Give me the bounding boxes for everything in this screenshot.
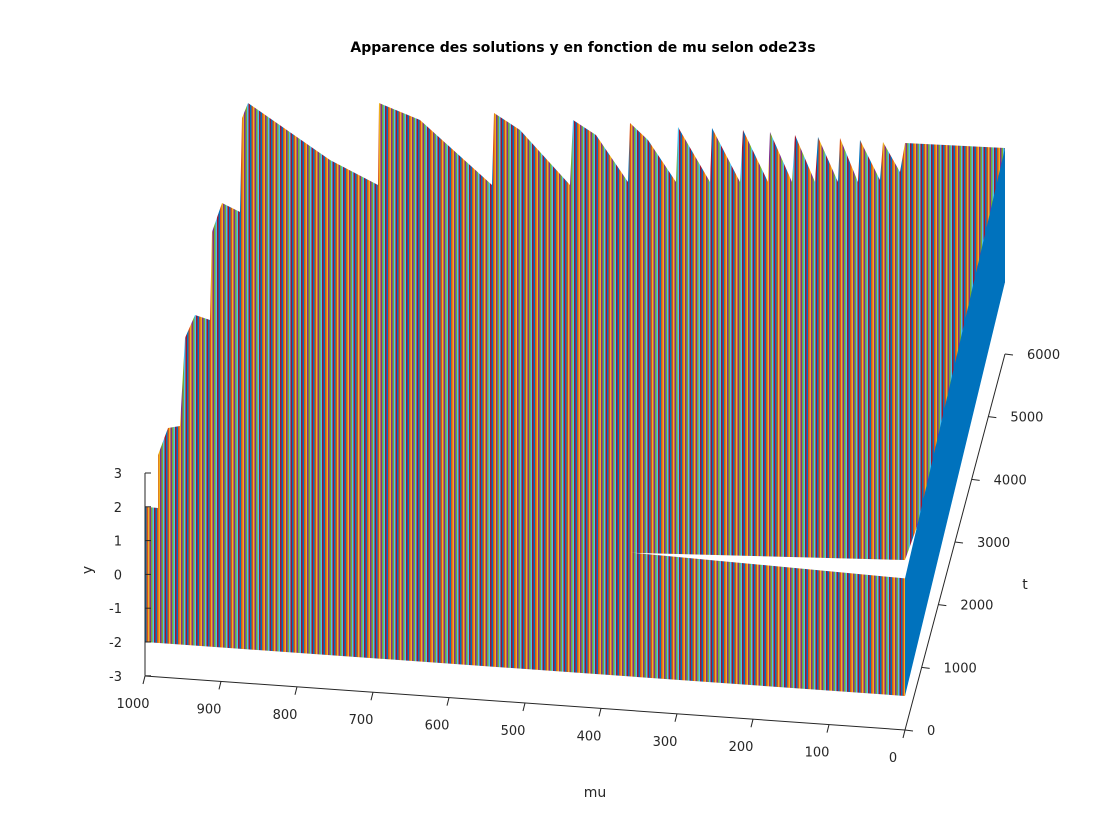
x-tick-label: 200 — [729, 740, 754, 755]
x-tick-mark — [598, 708, 602, 717]
x-tick-mark — [294, 686, 298, 695]
x-tick-mark — [370, 692, 374, 701]
y-tick-label: 0 — [927, 724, 935, 739]
x-tick-label: 600 — [425, 719, 450, 734]
z-tick-label: -1 — [109, 602, 122, 617]
x-axis-label: mu — [584, 785, 607, 801]
x-tick-label: 700 — [349, 713, 374, 728]
surface-side-wall — [905, 148, 1005, 696]
z-axis-label: y — [80, 566, 96, 574]
x-tick-label: 1000 — [116, 697, 149, 712]
z-ticks: -3 -2 -1 0 1 2 3 — [109, 467, 151, 685]
y-tick-label: 3000 — [977, 536, 1010, 551]
surface-top-face — [145, 103, 1005, 560]
y-tick-mark — [988, 416, 997, 419]
x-tick-label: 0 — [889, 751, 897, 766]
x-tick-label: 500 — [501, 724, 526, 739]
x-tick-mark — [218, 681, 222, 690]
solution-surface — [145, 103, 1005, 696]
x-tick-label: 800 — [273, 708, 298, 723]
x-tick-mark — [446, 697, 450, 706]
z-tick-label: 2 — [114, 501, 122, 516]
y-tick-mark — [921, 666, 930, 669]
axes: -3 -2 -1 0 1 2 3 0 100 200 300 400 500 600 700 800 900 1… — [109, 348, 1060, 766]
z-tick-label: -2 — [109, 636, 122, 651]
y-tick-label: 5000 — [1010, 411, 1043, 426]
y-tick-label: 1000 — [944, 661, 977, 676]
z-tick-label: -3 — [109, 670, 122, 685]
x-tick-mark — [826, 724, 830, 733]
z-tick-label: 0 — [114, 568, 122, 583]
x-tick-label: 300 — [653, 735, 678, 750]
x-ticks: 0 100 200 300 400 500 600 700 800 900 1000 — [116, 675, 906, 766]
chart-title: Apparence des solutions y en fonction de… — [350, 40, 815, 56]
x-tick-label: 400 — [577, 729, 602, 744]
y-tick-mark — [1004, 353, 1014, 356]
z-tick-label: 3 — [114, 467, 122, 482]
x-tick-mark — [750, 719, 754, 728]
y-tick-label: 2000 — [960, 599, 993, 614]
y-ticks: 0 1000 2000 3000 4000 5000 6000 — [904, 348, 1060, 739]
x-tick-mark — [902, 729, 906, 739]
y-tick-label: 4000 — [994, 473, 1027, 488]
x-tick-mark — [522, 702, 526, 712]
y-tick-mark — [954, 541, 964, 544]
y-tick-mark — [904, 729, 914, 732]
y-axis-label: t — [1022, 577, 1028, 593]
x-tick-label: 100 — [805, 746, 830, 761]
y-tick-label: 6000 — [1027, 348, 1060, 363]
y-tick-mark — [938, 604, 947, 607]
z-tick-label: 1 — [114, 535, 122, 550]
surface-front-face — [145, 506, 905, 696]
y-tick-mark — [971, 478, 980, 481]
x-tick-mark — [142, 675, 146, 685]
x-tick-label: 900 — [197, 702, 222, 717]
x-tick-mark — [674, 713, 678, 722]
